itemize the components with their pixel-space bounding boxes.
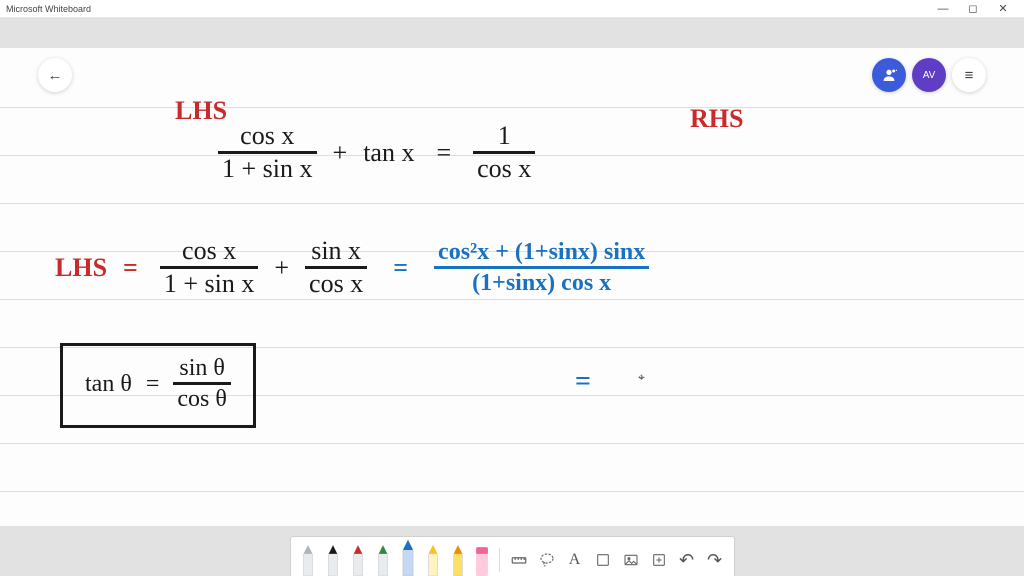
frac-1-over-cos: 1 cos x [473, 123, 535, 182]
pen-tool-0[interactable] [297, 542, 319, 576]
pen-icon [447, 542, 469, 576]
note-icon [595, 552, 611, 568]
lhs-label: LHS [175, 98, 227, 124]
lasso-tool[interactable] [534, 544, 560, 576]
pen-tool-6[interactable] [447, 542, 469, 576]
whiteboard-canvas[interactable]: LHS RHS cos x 1 + sin x + tan x = 1 cos … [0, 48, 1024, 526]
pen-icon [372, 542, 394, 576]
chrome-top-band [0, 18, 1024, 48]
note-tool[interactable] [590, 544, 616, 576]
boxed-identity: tan θ = sin θ cos θ [60, 343, 256, 428]
settings-menu-button[interactable]: ≡ [952, 58, 986, 92]
trailing-equals: = [575, 368, 591, 396]
window-titlebar: Microsoft Whiteboard — ◻ ✕ [0, 0, 1024, 18]
avatar-initials: AV [923, 70, 936, 81]
frac-cos-over-1plussin: cos x 1 + sin x [218, 123, 317, 182]
image-tool[interactable] [618, 544, 644, 576]
eraser-icon [471, 542, 493, 576]
share-person-icon [881, 67, 897, 83]
undo-button[interactable]: ↶ [674, 544, 700, 576]
frac-C: cos²x + (1+sinx) sinx (1+sinx) cos x [434, 240, 649, 295]
text-tool[interactable]: A [562, 544, 588, 576]
cursor-icon: ⌖ [638, 370, 645, 385]
share-button[interactable] [872, 58, 906, 92]
tool-tray: A ↶ ↷ [290, 536, 735, 576]
back-button[interactable]: ← [38, 58, 72, 92]
plus-square-icon [651, 552, 667, 568]
back-arrow-icon: ← [48, 67, 63, 84]
redo-button[interactable]: ↷ [702, 544, 728, 576]
bottom-bar: A ↶ ↷ [0, 526, 1024, 576]
equation-line-1: cos x 1 + sin x + tan x = 1 cos x [218, 123, 535, 182]
maximize-button[interactable]: ◻ [958, 2, 988, 15]
pen-tool-3[interactable] [372, 542, 394, 576]
pen-tool-4[interactable] [397, 536, 419, 576]
pen-icon [347, 542, 369, 576]
hamburger-icon: ≡ [965, 67, 974, 84]
pen-tool-5[interactable] [422, 542, 444, 576]
minimize-button[interactable]: — [928, 3, 958, 15]
user-avatar[interactable]: AV [912, 58, 946, 92]
close-button[interactable]: ✕ [988, 2, 1018, 15]
pen-icon [322, 542, 344, 576]
add-tool[interactable] [646, 544, 672, 576]
rhs-label: RHS [690, 106, 743, 132]
frac-A: cos x 1 + sin x [160, 238, 259, 297]
image-icon [623, 552, 639, 568]
pen-tool-1[interactable] [322, 542, 344, 576]
frac-tan-identity: sin θ cos θ [173, 356, 231, 411]
lasso-icon [538, 551, 556, 569]
window-title: Microsoft Whiteboard [6, 4, 91, 14]
ruler-icon [510, 551, 528, 569]
pen-icon [397, 536, 419, 576]
pen-tool-2[interactable] [347, 542, 369, 576]
pen-icon [297, 542, 319, 576]
pen-icon [422, 542, 444, 576]
equation-line-2: LHS = cos x 1 + sin x + sin x cos x = co… [55, 238, 649, 297]
frac-B: sin x cos x [305, 238, 367, 297]
eraser-tool[interactable] [471, 542, 493, 576]
ruler-tool[interactable] [506, 544, 532, 576]
